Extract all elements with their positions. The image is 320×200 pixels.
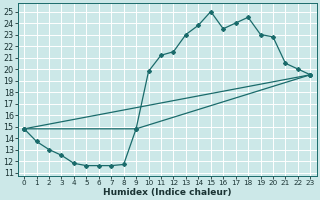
- X-axis label: Humidex (Indice chaleur): Humidex (Indice chaleur): [103, 188, 231, 197]
